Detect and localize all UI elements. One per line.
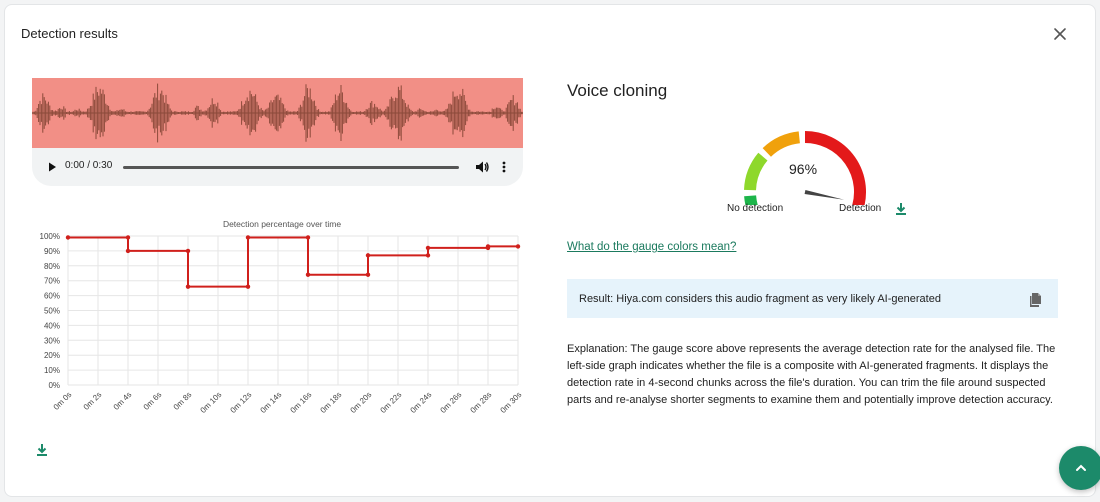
data-point bbox=[515, 244, 521, 249]
gauge-label-low: No detection bbox=[727, 203, 784, 214]
volume-button[interactable] bbox=[474, 159, 490, 175]
waveform-graphic bbox=[32, 83, 523, 143]
chevron-up-icon bbox=[1076, 464, 1086, 471]
explanation-text: Explanation: The gauge score above repre… bbox=[567, 343, 1056, 406]
x-tick-label: 0m 30s bbox=[498, 390, 523, 415]
data-point bbox=[185, 284, 191, 289]
data-point bbox=[305, 272, 311, 277]
volume-icon bbox=[476, 161, 489, 173]
x-tick-label: 0m 8s bbox=[172, 390, 194, 412]
y-tick-label: 80% bbox=[44, 262, 60, 271]
gauge-segment bbox=[744, 195, 758, 205]
playback-time: 0:00 / 0:30 bbox=[65, 160, 113, 171]
gauge-colors-link[interactable]: What do the gauge colors mean? bbox=[567, 241, 737, 253]
close-button[interactable] bbox=[1049, 23, 1071, 45]
y-tick-label: 50% bbox=[44, 307, 60, 316]
copy-icon bbox=[1030, 293, 1041, 307]
audio-waveform[interactable] bbox=[32, 78, 523, 148]
x-tick-label: 0m 0s bbox=[52, 390, 74, 412]
y-tick-label: 10% bbox=[44, 366, 60, 375]
gauge-segment bbox=[804, 131, 866, 205]
y-tick-label: 60% bbox=[44, 292, 60, 301]
y-tick-label: 70% bbox=[44, 277, 60, 286]
y-tick-label: 30% bbox=[44, 336, 60, 345]
x-tick-label: 0m 20s bbox=[348, 390, 373, 415]
x-tick-label: 0m 6s bbox=[142, 390, 164, 412]
y-tick-label: 40% bbox=[44, 321, 60, 330]
gauge-segment bbox=[744, 152, 768, 191]
more-vertical-icon bbox=[502, 161, 506, 173]
play-icon bbox=[49, 162, 56, 172]
download-result-button[interactable] bbox=[893, 201, 909, 217]
gauge-needle bbox=[804, 190, 845, 200]
data-point bbox=[365, 272, 371, 277]
x-tick-label: 0m 2s bbox=[82, 390, 104, 412]
result-banner: Result: Hiya.com considers this audio fr… bbox=[567, 279, 1058, 318]
seek-bar[interactable] bbox=[123, 166, 459, 169]
scroll-top-button[interactable] bbox=[1059, 446, 1100, 490]
detection-gauge bbox=[744, 131, 866, 205]
data-point bbox=[125, 248, 131, 254]
download-chart-button[interactable] bbox=[34, 442, 50, 458]
gauge-label-high: Detection bbox=[839, 203, 882, 214]
dialog-title: Detection results bbox=[21, 26, 118, 41]
x-tick-label: 0m 16s bbox=[288, 390, 313, 415]
x-tick-label: 0m 12s bbox=[228, 390, 253, 415]
more-options-button[interactable] bbox=[498, 159, 510, 175]
data-point bbox=[305, 235, 311, 240]
data-point bbox=[185, 248, 191, 254]
x-tick-label: 0m 28s bbox=[468, 390, 493, 415]
x-tick-label: 0m 14s bbox=[258, 390, 283, 415]
data-point bbox=[245, 235, 251, 240]
y-tick-label: 90% bbox=[44, 247, 60, 256]
data-point bbox=[485, 244, 491, 249]
result-heading: Voice cloning bbox=[567, 81, 668, 100]
data-point bbox=[245, 284, 251, 289]
data-point bbox=[425, 245, 431, 251]
x-tick-label: 0m 10s bbox=[198, 390, 223, 415]
y-tick-label: 100% bbox=[40, 232, 60, 241]
download-icon bbox=[37, 444, 47, 456]
y-tick-label: 20% bbox=[44, 351, 60, 360]
play-button[interactable] bbox=[44, 159, 60, 175]
x-tick-label: 0m 18s bbox=[318, 390, 343, 415]
data-point bbox=[125, 235, 131, 240]
x-tick-label: 0m 4s bbox=[112, 390, 134, 412]
close-icon bbox=[1054, 28, 1066, 40]
chart-title: Detection percentage over time bbox=[223, 219, 341, 229]
detection-chart: Detection percentage over time 0% 10% 20% 3… bbox=[40, 219, 524, 415]
gauge-segment bbox=[762, 131, 801, 157]
x-tick-label: 0m 24s bbox=[408, 390, 433, 415]
y-tick-label: 0% bbox=[48, 381, 60, 390]
download-icon bbox=[896, 203, 906, 215]
data-point bbox=[425, 253, 431, 258]
gauge-value: 96% bbox=[789, 161, 818, 177]
result-text: Result: Hiya.com considers this audio fr… bbox=[579, 292, 941, 305]
data-point bbox=[65, 235, 71, 240]
audio-player: 0:00 / 0:30 bbox=[32, 148, 523, 186]
data-point bbox=[365, 253, 371, 258]
copy-result-button[interactable] bbox=[1028, 292, 1044, 308]
x-tick-label: 0m 22s bbox=[378, 390, 403, 415]
x-tick-label: 0m 26s bbox=[438, 390, 463, 415]
